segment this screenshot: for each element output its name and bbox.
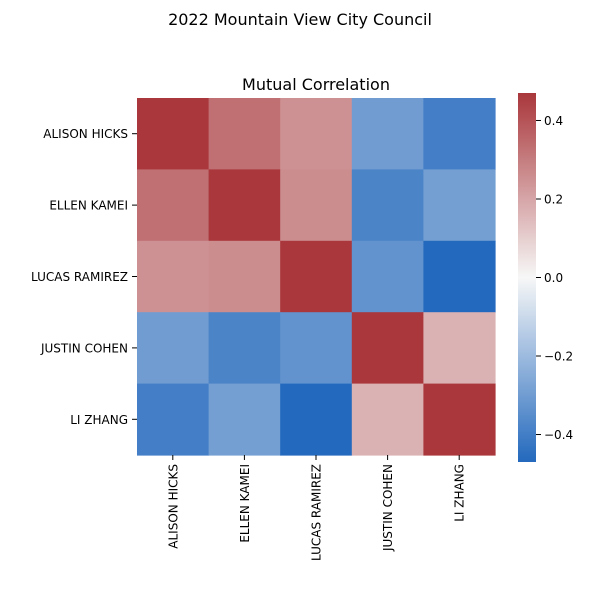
heatmap-cell — [280, 98, 353, 170]
heatmap-cell — [137, 169, 210, 242]
heatmap-cell — [137, 312, 210, 385]
colorbar-tick-label: 0.0 — [544, 271, 563, 285]
heatmap-cell — [351, 383, 424, 456]
heatmap-cell — [280, 383, 353, 456]
column-labels: ALISON HICKS ELLEN KAMEI LUCAS RAMIREZ JUST… — [166, 455, 467, 561]
heatmap-cell — [208, 98, 281, 170]
column-label: ALISON HICKS — [166, 464, 180, 549]
colorbar-ticks: −0.4 −0.2 0.0 0.2 0.4 — [536, 114, 573, 442]
heatmap-cell — [423, 169, 496, 242]
row-label: JUSTIN COHEN — [40, 341, 128, 355]
heatmap-cell — [280, 312, 353, 385]
row-labels: ALISON HICKS ELLEN KAMEI LUCAS RAMIREZ JUST… — [31, 127, 137, 427]
colorbar-tick-label: −0.4 — [544, 428, 573, 442]
chart-title: Mutual Correlation — [242, 75, 390, 94]
heatmap-cell — [280, 240, 353, 313]
heatmap-cell — [351, 240, 424, 313]
heatmap-cell — [208, 169, 281, 242]
row-label: LI ZHANG — [70, 413, 128, 427]
heatmap-cell — [351, 169, 424, 242]
heatmap-cell — [423, 240, 496, 313]
colorbar-tick-label: 0.4 — [544, 114, 563, 128]
row-label: ALISON HICKS — [43, 127, 128, 141]
heatmap-cell — [423, 98, 496, 170]
colorbar-tick-label: 0.2 — [544, 192, 563, 206]
heatmap-cell — [351, 312, 424, 385]
heatmap-cell — [208, 240, 281, 313]
column-label: ELLEN KAMEI — [238, 464, 252, 543]
heatmap-cell — [137, 98, 210, 170]
heatmap-cell — [423, 312, 496, 385]
heatmap-cells — [137, 98, 496, 456]
column-label: JUSTIN COHEN — [381, 464, 395, 552]
heatmap-cell — [137, 383, 210, 456]
heatmap-cell — [423, 383, 496, 456]
row-label: LUCAS RAMIREZ — [31, 270, 128, 284]
row-label: ELLEN KAMEI — [49, 199, 128, 213]
column-label: LI ZHANG — [453, 464, 467, 522]
figure-suptitle: 2022 Mountain View City Council — [168, 10, 432, 29]
colorbar — [518, 93, 536, 462]
heatmap-cell — [280, 169, 353, 242]
heatmap-cell — [208, 312, 281, 385]
heatmap-cell — [208, 383, 281, 456]
heatmap-cell — [137, 240, 210, 313]
heatmap-cell — [351, 98, 424, 170]
column-label: LUCAS RAMIREZ — [310, 464, 324, 561]
colorbar-tick-label: −0.2 — [544, 350, 573, 364]
